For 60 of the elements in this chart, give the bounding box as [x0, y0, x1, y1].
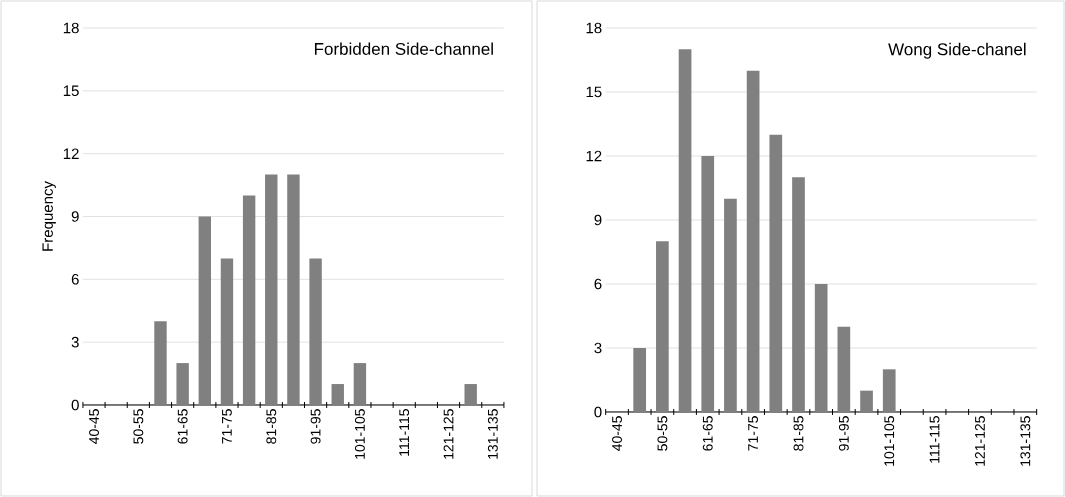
x-tick-label: 91-95 — [310, 409, 321, 444]
x-tick-label: 81-85 — [793, 416, 804, 451]
bar — [701, 155, 715, 412]
bar — [746, 70, 760, 412]
bar — [814, 283, 828, 412]
bar — [154, 321, 167, 405]
x-tick-label: 50-55 — [657, 416, 668, 451]
x-tick-label: 131-135 — [487, 409, 498, 459]
bar — [265, 174, 278, 405]
y-tick-label: 15 — [63, 85, 79, 97]
x-tick-label: 131-135 — [1020, 416, 1031, 466]
text: Wong Side-chanel — [888, 42, 1026, 59]
bar — [331, 384, 344, 405]
y-tick-label: 9 — [594, 214, 602, 226]
y-tick-label: 6 — [594, 278, 602, 290]
x-tick-label: 111-115 — [929, 416, 940, 463]
bar — [724, 198, 737, 412]
y-tick-label: 15 — [586, 86, 602, 98]
bar — [792, 177, 805, 412]
x-tick-label: 40-45 — [89, 409, 99, 444]
x-tick-label: 71-75 — [222, 409, 232, 444]
bar — [860, 390, 873, 412]
x-tick-label: 101-105 — [884, 416, 895, 466]
bar — [242, 195, 256, 405]
x-tick-label: 71-75 — [748, 416, 759, 451]
y-tick-label: 0 — [71, 399, 79, 411]
x-tick-label: 101-105 — [354, 409, 365, 459]
x-tick-label: 50-55 — [133, 409, 144, 444]
bar — [633, 347, 647, 412]
bar — [220, 258, 234, 405]
y-tick-label: 3 — [594, 342, 602, 354]
x-tick-label: 61-65 — [177, 409, 188, 444]
y-tick-label: 9 — [71, 211, 79, 222]
x-tick-label: 81-85 — [266, 409, 277, 444]
x-tick-label: 121-125 — [975, 416, 985, 466]
y-tick-label: 3 — [71, 336, 79, 348]
bar — [464, 384, 477, 405]
bar — [198, 216, 211, 405]
y-tick-label: 18 — [586, 22, 602, 34]
bar — [769, 134, 783, 412]
bar — [656, 241, 669, 412]
bar — [287, 174, 300, 405]
text: Forbidden Side-channel — [314, 42, 493, 55]
bar — [678, 49, 692, 412]
y-tick-label: 0 — [594, 406, 602, 418]
x-tick-label: 111-115 — [399, 409, 410, 456]
bar — [309, 258, 322, 405]
x-tick-label: 91-95 — [838, 416, 849, 451]
bar — [837, 326, 851, 412]
y-tick-label: 6 — [71, 274, 79, 285]
bar — [353, 363, 367, 405]
x-tick-label: 121-125 — [443, 409, 454, 459]
y-tick-label: 18 — [63, 22, 79, 34]
bar — [176, 363, 189, 405]
x-tick-label: 40-45 — [612, 416, 622, 451]
y-tick-label: 12 — [586, 150, 602, 162]
bar — [882, 369, 896, 412]
x-tick-label: 61-65 — [702, 416, 713, 451]
y-axis-title: Frequency — [42, 181, 56, 251]
y-tick-label: 12 — [63, 148, 79, 159]
